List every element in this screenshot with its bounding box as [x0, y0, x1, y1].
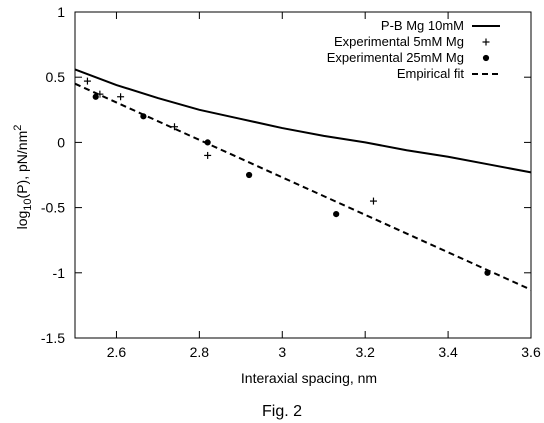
y-tick-label: -1 — [53, 265, 66, 281]
fit-line — [74, 82, 532, 291]
series-1 — [83, 77, 377, 205]
plot-area — [74, 11, 532, 339]
x-tick-label: 2.6 — [107, 344, 127, 360]
y-axis-label-sub: 10 — [22, 198, 34, 210]
y-tick-label: 0 — [57, 134, 65, 150]
x-tick-label: 3.4 — [438, 344, 458, 360]
plot-frame — [74, 11, 532, 339]
series-3 — [74, 82, 532, 291]
y-tick-label: -0.5 — [41, 200, 65, 216]
legend-label: Experimental 25mM Mg — [327, 50, 464, 65]
y-axis-label-main: log — [14, 211, 30, 230]
y-axis-label-rest: (P), pN/nm — [14, 131, 30, 199]
ticks-layer: 2.6 2.8 3 3.2 3.4 3.6 1 0.5 0 -0.5 -1 -1.5 — [41, 4, 541, 360]
y-tick-label: 0.5 — [46, 69, 66, 85]
y-axis-label-sup: 2 — [12, 125, 24, 131]
model-line — [74, 68, 532, 174]
x-tick-label: 3.6 — [521, 344, 541, 360]
data-point-circle — [245, 171, 254, 179]
x-tick-label: 2.8 — [190, 344, 210, 360]
legend-swatch-circle — [482, 54, 490, 62]
data-layer — [74, 68, 532, 291]
legend-label: Empirical fit — [397, 66, 465, 81]
data-point-circle — [332, 210, 341, 219]
x-tick-label: 3.2 — [355, 344, 375, 360]
legend-label: Experimental 5mM Mg — [334, 34, 464, 49]
series-0 — [74, 68, 532, 174]
series-2 — [91, 92, 492, 277]
x-axis-label: Interaxial spacing, nm — [241, 370, 377, 386]
x-tick-label: 3 — [278, 344, 286, 360]
y-tick-label: 1 — [57, 4, 65, 20]
y-tick-label: -1.5 — [41, 330, 65, 346]
legend-label: P-B Mg 10mM — [381, 18, 464, 33]
y-axis-label: log10(P), pN/nm2 — [12, 125, 34, 230]
figure-caption: Fig. 2 — [262, 403, 302, 420]
